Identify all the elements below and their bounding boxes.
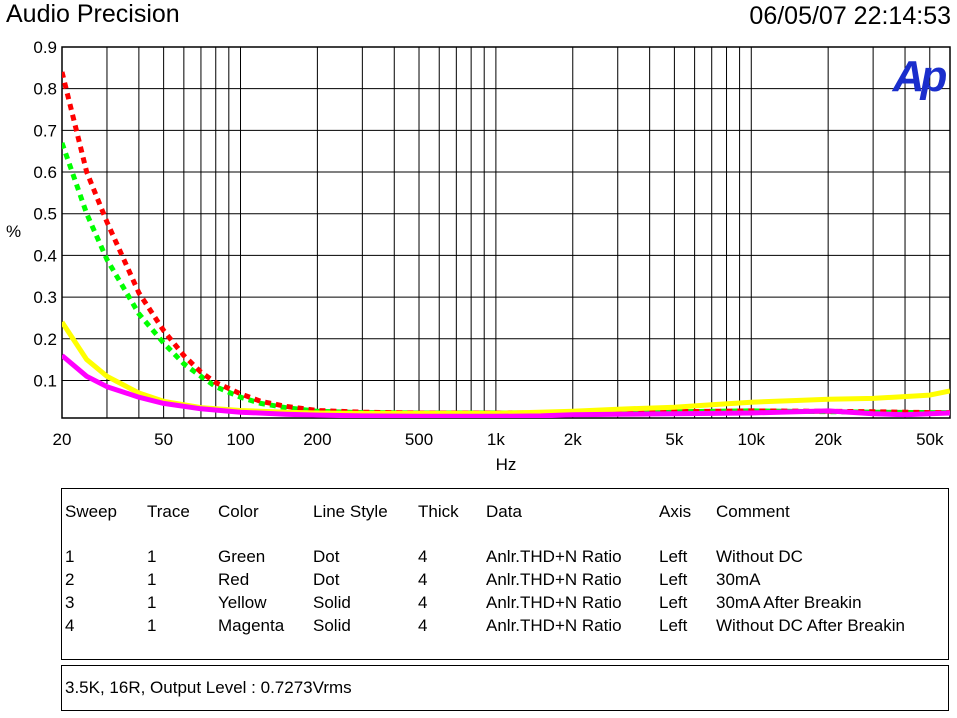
- y-axis-label: %: [6, 222, 21, 241]
- legend-cell-comment: 30mA: [716, 570, 761, 589]
- legend-header-sweep: Sweep: [65, 502, 117, 521]
- legend-cell-axis: Left: [659, 593, 688, 612]
- y-tick-label: 0.2: [33, 330, 57, 349]
- note-box: 3.5K, 16R, Output Level : 0.7273Vrms: [61, 665, 949, 711]
- legend-cell-comment: Without DC: [716, 547, 803, 566]
- legend-cell-axis: Left: [659, 616, 688, 635]
- y-tick-label: 0.9: [33, 38, 57, 57]
- x-tick-label: 1k: [487, 430, 505, 449]
- legend-cell-trace: 1: [147, 547, 157, 566]
- legend-cell-trace: 1: [147, 616, 157, 635]
- x-tick-label: 5k: [665, 430, 683, 449]
- timestamp: 06/05/07 22:14:53: [749, 2, 951, 30]
- legend-cell-sweep: 2: [65, 570, 75, 589]
- note-text: 3.5K, 16R, Output Level : 0.7273Vrms: [65, 678, 352, 697]
- chart-grid: [61, 46, 951, 419]
- legend-cell-data: Anlr.THD+N Ratio: [486, 593, 622, 612]
- legend-cell-data: Anlr.THD+N Ratio: [486, 570, 622, 589]
- legend-header-thick: Thick: [418, 502, 459, 521]
- x-tick-label: 100: [226, 430, 254, 449]
- legend-cell-sweep: 1: [65, 547, 75, 566]
- legend-cell-color: Yellow: [218, 593, 267, 612]
- x-tick-label: 500: [405, 430, 433, 449]
- series-line-sweep-3: [62, 320, 950, 416]
- legend-header-data: Data: [486, 502, 522, 521]
- app-title: Audio Precision: [6, 0, 180, 28]
- series-line-sweep-1: [62, 142, 950, 416]
- x-tick-label: 50k: [916, 430, 944, 449]
- legend-cell-sweep: 3: [65, 593, 75, 612]
- legend-cell-thick: 4: [418, 547, 428, 566]
- legend-header-line-style: Line Style: [313, 502, 388, 521]
- legend-cell-thick: 4: [418, 593, 428, 612]
- legend-cell-color: Red: [218, 570, 250, 589]
- y-tick-label: 0.7: [33, 121, 57, 140]
- ap-logo: Ap: [892, 52, 947, 101]
- legend-cell-comment: Without DC After Breakin: [716, 616, 905, 635]
- y-tick-label: 0.4: [33, 246, 57, 265]
- legend-cell-line-style: Solid: [313, 593, 351, 612]
- plot-frame: [61, 46, 951, 419]
- legend-cell-line-style: Solid: [313, 616, 351, 635]
- legend-header-axis: Axis: [659, 502, 692, 521]
- x-axis-label: Hz: [496, 455, 517, 474]
- x-tick-label: 2k: [564, 430, 582, 449]
- legend-cell-sweep: 4: [65, 616, 75, 635]
- thd-chart: 0.1 0.2 0.3 0.4 0.5 0.6 0.7 0.8 0.9 20 50 100 200 500…: [6, 38, 951, 474]
- y-tick-label: 0.1: [33, 371, 57, 390]
- series-layer: [62, 71, 950, 418]
- legend-cell-comment: 30mA After Breakin: [716, 593, 862, 612]
- series-line-sweep-4: [62, 353, 950, 418]
- legend-header-comment: Comment: [716, 502, 790, 521]
- legend-cell-axis: Left: [659, 570, 688, 589]
- legend-header-trace: Trace: [147, 502, 190, 521]
- legend-cell-axis: Left: [659, 547, 688, 566]
- legend-cell-trace: 1: [147, 570, 157, 589]
- x-tick-label: 50: [154, 430, 173, 449]
- legend-cell-thick: 4: [418, 570, 428, 589]
- y-tick-label: 0.3: [33, 288, 57, 307]
- legend-cell-thick: 4: [418, 616, 428, 635]
- x-tick-label: 20: [53, 430, 72, 449]
- x-tick-label: 10k: [738, 430, 766, 449]
- legend-cell-data: Anlr.THD+N Ratio: [486, 616, 622, 635]
- y-tick-label: 0.5: [33, 205, 57, 224]
- series-line-sweep-2: [62, 71, 950, 416]
- legend-cell-color: Green: [218, 547, 266, 566]
- legend-cell-color: Magenta: [218, 616, 285, 635]
- tick-labels: 0.1 0.2 0.3 0.4 0.5 0.6 0.7 0.8 0.9 20 50 100 200 500…: [33, 38, 944, 449]
- legend-cell-trace: 1: [147, 593, 157, 612]
- legend-cell-data: Anlr.THD+N Ratio: [486, 547, 622, 566]
- legend-cell-line-style: Dot: [313, 570, 340, 589]
- legend-header-color: Color: [218, 502, 259, 521]
- y-tick-label: 0.6: [33, 163, 57, 182]
- x-tick-label: 20k: [814, 430, 842, 449]
- legend-cell-line-style: Dot: [313, 547, 340, 566]
- legend-table: Sweep Trace Color Line Style Thick Data …: [61, 488, 949, 660]
- y-tick-label: 0.8: [33, 80, 57, 99]
- x-tick-label: 200: [303, 430, 331, 449]
